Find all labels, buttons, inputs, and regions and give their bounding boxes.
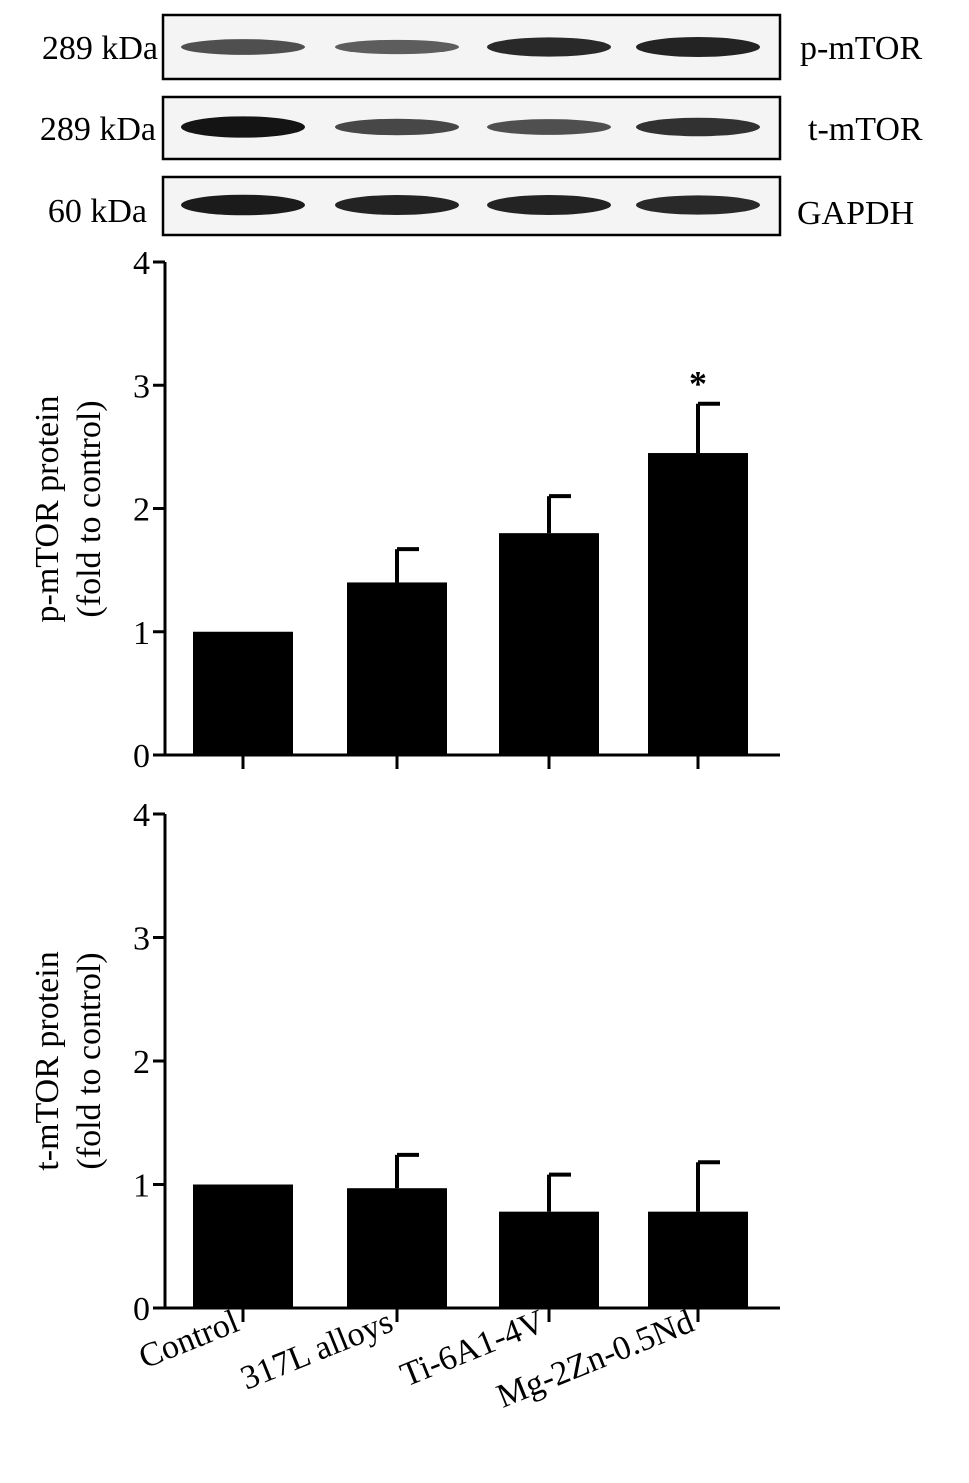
western-blot-panel: 289 kDa p-mTOR 289 kDa t-mTOR 60 kDa GAP… (40, 13, 923, 237)
bar-mg-2zn-0-5nd (648, 1211, 748, 1308)
bar-ti-6a1-4v (499, 533, 599, 755)
blot-row-gapdh: 60 kDa GAPDH (48, 175, 914, 237)
y-tick-label: 0 (133, 1291, 150, 1328)
y-axis-label-line2: (fold to control) (71, 952, 108, 1169)
blot-band (487, 195, 611, 215)
y-axis-label-line1: t-mTOR protein (29, 951, 66, 1170)
y-axis-label-line1: p-mTOR protein (29, 396, 66, 623)
blot-band (335, 39, 459, 55)
y-tick-label: 1 (133, 615, 150, 652)
blot-band (636, 117, 760, 137)
y-tick-label: 0 (133, 738, 150, 775)
blot-band (181, 116, 305, 138)
bar-317l-alloys (347, 1188, 447, 1308)
blot-band (487, 119, 611, 135)
bar-chart-t-mtor: t-mTOR protein (fold to control) 0 1 2 3 4 (29, 797, 780, 1328)
mw-label-p-mtor: 289 kDa (42, 30, 158, 67)
blot-band (487, 37, 611, 57)
bar-317l-alloys (347, 582, 447, 755)
blot-row-p-mtor: 289 kDa p-mTOR (42, 13, 922, 81)
y-axis-label-line2: (fold to control) (71, 400, 108, 617)
blot-band (181, 194, 305, 216)
y-tick-label: 3 (133, 921, 150, 958)
bar-control (193, 631, 293, 755)
bar-mg-2zn-0-5nd (648, 453, 748, 755)
x-category-label: Control (134, 1303, 244, 1376)
bar-chart-p-mtor: p-mTOR protein (fold to control) 0 1 2 3 4 * (29, 245, 780, 775)
y-tick-label: 2 (133, 1044, 150, 1081)
x-category-label: 317L alloys (236, 1303, 398, 1397)
y-tick-label: 4 (133, 797, 150, 834)
mw-label-t-mtor: 289 kDa (40, 111, 156, 148)
significance-marker: * (689, 364, 707, 404)
blot-band (636, 37, 760, 57)
bar-ti-6a1-4v (499, 1211, 599, 1308)
blot-band (335, 195, 459, 215)
y-tick-label: 4 (133, 245, 150, 282)
protein-label-p-mtor: p-mTOR (800, 30, 922, 67)
y-tick-label: 3 (133, 368, 150, 405)
blot-band (335, 118, 459, 136)
blot-band (636, 195, 760, 215)
mw-label-gapdh: 60 kDa (48, 193, 147, 230)
blot-row-t-mtor: 289 kDa t-mTOR (40, 95, 923, 161)
blot-band (181, 39, 305, 55)
y-tick-label: 2 (133, 492, 150, 529)
protein-label-gapdh: GAPDH (797, 195, 914, 232)
protein-label-t-mtor: t-mTOR (808, 111, 923, 148)
y-tick-label: 1 (133, 1168, 150, 1205)
bar-control (193, 1184, 293, 1308)
